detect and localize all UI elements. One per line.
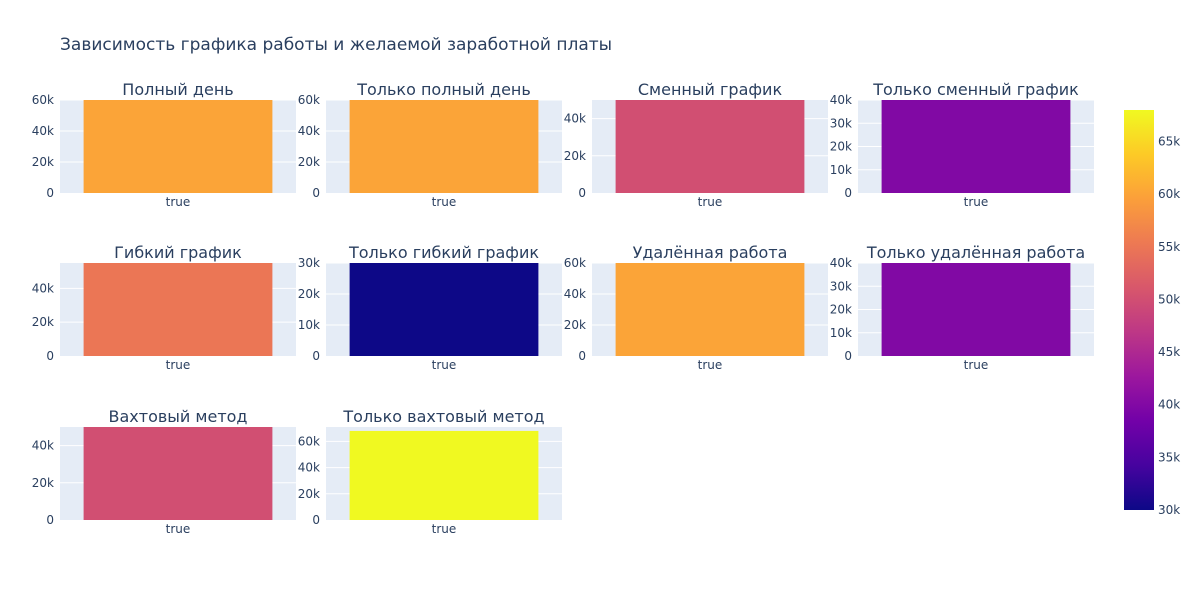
y-tick-label: 0 xyxy=(578,186,586,200)
y-tick-label: 40k xyxy=(32,281,54,295)
y-tick-label: 20k xyxy=(564,318,586,332)
y-tick-label: 20k xyxy=(298,155,320,169)
y-tick-label: 40k xyxy=(32,439,54,453)
y-tick-label: 20k xyxy=(298,287,320,301)
subplot-title: Удалённая работа xyxy=(633,243,788,262)
x-tick-label: true xyxy=(698,358,723,372)
y-tick-label: 60k xyxy=(32,93,54,107)
y-tick-label: 20k xyxy=(32,476,54,490)
colorbar-tick-label: 40k xyxy=(1158,398,1180,412)
y-tick-label: 30k xyxy=(830,116,852,130)
y-tick-label: 30k xyxy=(830,279,852,293)
y-tick-label: 30k xyxy=(298,256,320,270)
x-tick-label: true xyxy=(166,195,191,209)
subplot-panel: 0 20k 40k true Гибкий график xyxy=(32,243,296,372)
subplot-title: Гибкий график xyxy=(114,243,242,262)
y-tick-label: 0 xyxy=(578,349,586,363)
subplot-title: Только сменный график xyxy=(872,80,1079,99)
y-tick-label: 40k xyxy=(564,112,586,126)
subplot-title: Только вахтовый метод xyxy=(342,407,544,426)
subplot-panel: 0 10k 20k 30k true Только гибкий график xyxy=(298,243,562,372)
colorbar-tick-label: 45k xyxy=(1158,345,1180,359)
subplot-title: Только гибкий график xyxy=(348,243,539,262)
bar[interactable] xyxy=(349,430,539,520)
subplot-panel: 0 20k 40k 60k true Удалённая работа xyxy=(564,243,828,372)
y-tick-label: 10k xyxy=(830,163,852,177)
y-tick-label: 10k xyxy=(830,326,852,340)
y-tick-label: 0 xyxy=(312,186,320,200)
subplot-panel: 0 20k 40k true Сменный график xyxy=(564,80,828,209)
y-tick-label: 60k xyxy=(298,434,320,448)
colorbar: 30k 35k 40k 45k 50k 55k 60k 65k xyxy=(1124,110,1180,517)
x-tick-label: true xyxy=(432,522,457,536)
x-tick-label: true xyxy=(432,358,457,372)
y-tick-label: 20k xyxy=(32,155,54,169)
x-tick-label: true xyxy=(964,195,989,209)
x-tick-label: true xyxy=(432,195,457,209)
colorbar-tick-label: 55k xyxy=(1158,240,1180,254)
y-tick-label: 60k xyxy=(564,256,586,270)
y-tick-label: 60k xyxy=(298,93,320,107)
bar[interactable] xyxy=(881,263,1071,356)
y-tick-label: 40k xyxy=(830,256,852,270)
y-tick-label: 0 xyxy=(312,349,320,363)
subplot-title: Сменный график xyxy=(638,80,783,99)
x-tick-label: true xyxy=(698,195,723,209)
y-tick-label: 20k xyxy=(564,149,586,163)
y-tick-label: 20k xyxy=(32,315,54,329)
colorbar-gradient xyxy=(1124,110,1154,510)
y-tick-label: 10k xyxy=(298,318,320,332)
colorbar-tick-label: 65k xyxy=(1158,135,1180,149)
y-tick-label: 0 xyxy=(46,513,54,527)
bar[interactable] xyxy=(615,263,805,356)
y-tick-label: 0 xyxy=(844,186,852,200)
subplot-panel: 0 20k 40k 60k true Только полный день xyxy=(298,80,562,209)
bar[interactable] xyxy=(83,427,273,520)
y-tick-label: 40k xyxy=(298,461,320,475)
colorbar-tick-label: 35k xyxy=(1158,450,1180,464)
bar[interactable] xyxy=(83,263,273,356)
y-tick-label: 0 xyxy=(312,513,320,527)
subplot-panel: 0 20k 40k 60k true Полный день xyxy=(32,80,296,209)
colorbar-tick-label: 50k xyxy=(1158,292,1180,306)
subplot-title: Полный день xyxy=(122,80,233,99)
subplot-panel: 0 20k 40k 60k true Только вахтовый метод xyxy=(298,407,562,536)
chart-title: Зависимость графика работы и желаемой за… xyxy=(60,35,612,55)
x-tick-label: true xyxy=(166,358,191,372)
bar[interactable] xyxy=(881,100,1071,193)
subplot-panel: 0 20k 40k true Вахтовый метод xyxy=(32,407,296,536)
y-tick-label: 40k xyxy=(564,287,586,301)
subplot-panel: 0 10k 20k 30k 40k true Только сменный график xyxy=(830,80,1094,209)
y-tick-label: 40k xyxy=(32,124,54,138)
bar[interactable] xyxy=(349,263,539,356)
y-tick-label: 0 xyxy=(46,186,54,200)
bar[interactable] xyxy=(349,100,539,193)
y-tick-label: 0 xyxy=(844,349,852,363)
y-tick-label: 40k xyxy=(298,124,320,138)
y-tick-label: 20k xyxy=(298,487,320,501)
subplot-title: Только полный день xyxy=(356,80,531,99)
bar[interactable] xyxy=(83,100,273,193)
y-tick-label: 20k xyxy=(830,140,852,154)
colorbar-tick-label: 60k xyxy=(1158,187,1180,201)
x-tick-label: true xyxy=(166,522,191,536)
subplot-title: Только удалённая работа xyxy=(866,243,1085,262)
colorbar-tick-label: 30k xyxy=(1158,503,1180,517)
y-tick-label: 20k xyxy=(830,303,852,317)
bar[interactable] xyxy=(615,100,805,193)
subplot-panel: 0 10k 20k 30k 40k true Только удалённая работа xyxy=(830,243,1094,372)
subplot-title: Вахтовый метод xyxy=(109,407,248,426)
y-tick-label: 0 xyxy=(46,349,54,363)
x-tick-label: true xyxy=(964,358,989,372)
y-tick-label: 40k xyxy=(830,93,852,107)
subplot-grid: 0 20k 40k 60k true Полный день 0 20k 40k 60k true Т… xyxy=(32,80,1094,536)
